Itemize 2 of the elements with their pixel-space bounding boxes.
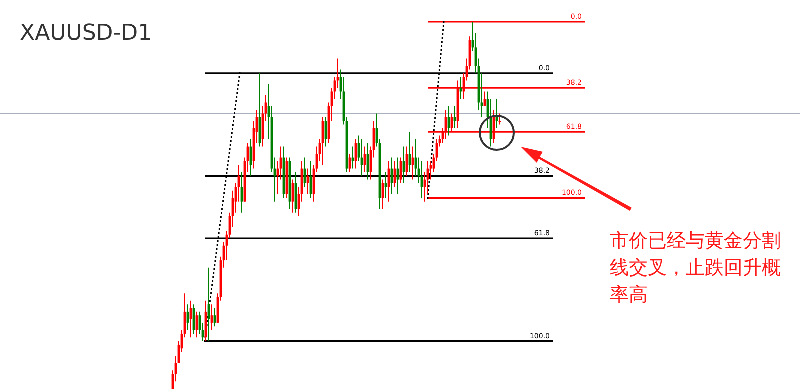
text: 市价已经与黄金分割线交叉，止跌回升概率高 — [610, 229, 782, 308]
chart-title: XAUUSD-D1 — [20, 21, 152, 46]
